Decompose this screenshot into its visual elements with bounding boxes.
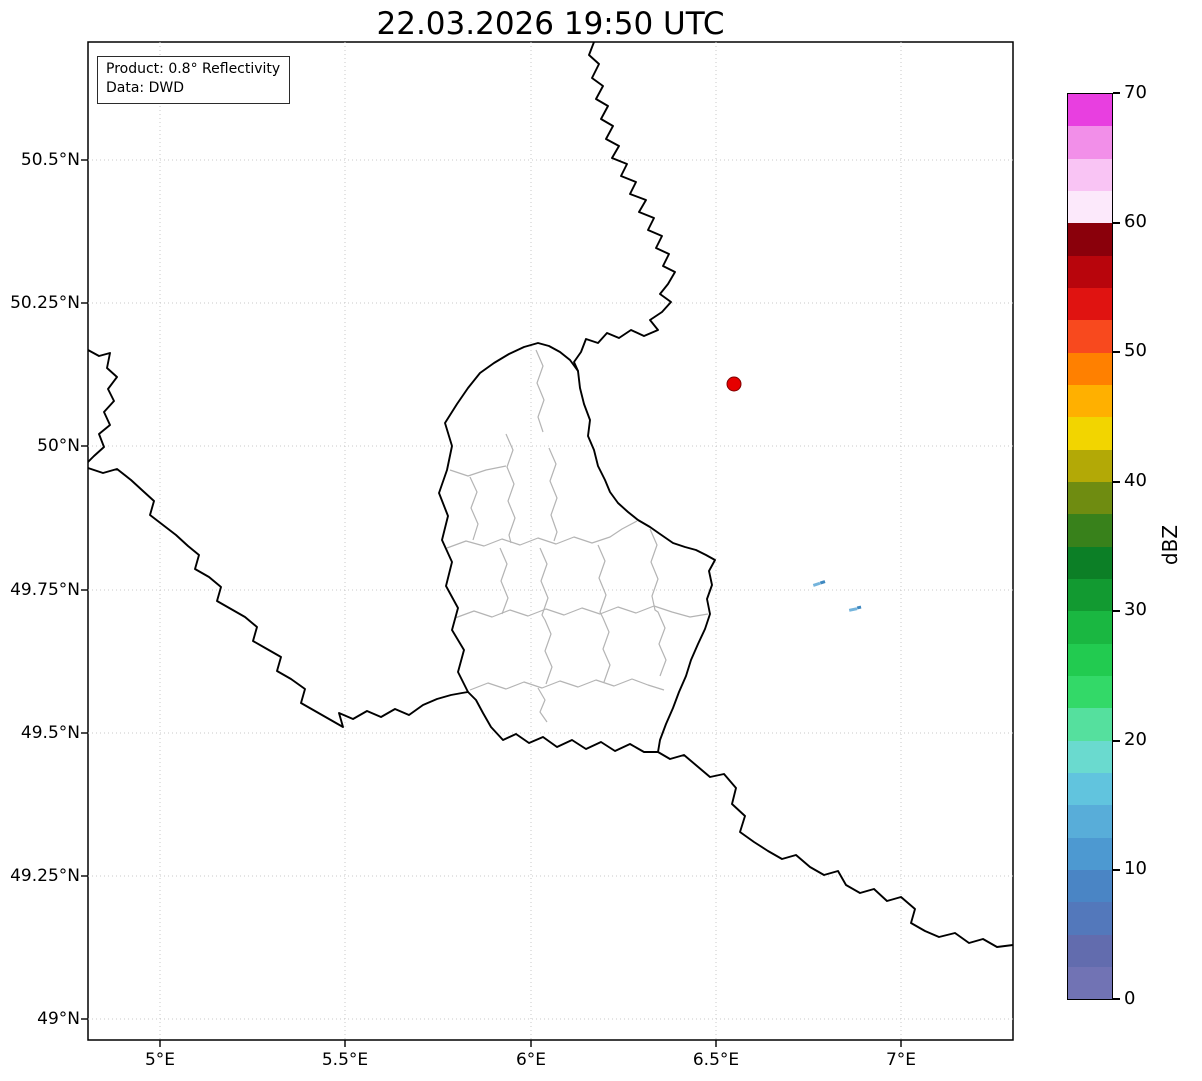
y-tick-label: 50°N: [37, 436, 80, 456]
colorbar-segment: [1068, 352, 1112, 385]
district-border-path: [539, 547, 553, 685]
colorbar-segment: [1068, 190, 1112, 224]
radar-echo-pixel: [856, 605, 862, 610]
x-tick-label: 6°E: [515, 1050, 547, 1070]
colorbar-tick-label: 60: [1124, 211, 1147, 232]
colorbar-segment: [1068, 869, 1112, 903]
colorbar-tick-mark: [1113, 869, 1120, 871]
info-box-product: Product: 0.8° Reflectivity: [106, 61, 281, 77]
colorbar-axis-label: dBZ: [1158, 524, 1182, 566]
colorbar-segment: [1068, 934, 1112, 967]
country-borders: [88, 42, 1013, 948]
colorbar-tick-mark: [1113, 92, 1120, 94]
radar-echo-pixel: [848, 607, 858, 612]
country-border-path-west-edge: [88, 349, 118, 463]
colorbar-segment: [1068, 708, 1112, 741]
colorbar-tick-mark: [1113, 998, 1120, 1000]
colorbar-segment: [1068, 481, 1112, 515]
plot-frame: [87, 41, 1014, 1041]
y-tick-label: 49.25°N: [10, 866, 80, 886]
colorbar-segment: [1068, 255, 1112, 288]
map-layers: [88, 42, 1013, 948]
district-border-path: [449, 465, 507, 477]
y-tick-label: 50.25°N: [10, 293, 80, 313]
colorbar-tick-label: 50: [1124, 340, 1147, 361]
colorbar-segment: [1068, 223, 1112, 256]
plot-title: 22.03.2026 19:50 UTC: [376, 6, 725, 42]
radar-echoes: [812, 580, 862, 612]
info-box-source: Data: DWD: [106, 80, 184, 96]
colorbar-segment: [1068, 902, 1112, 935]
country-border-path-france-germany: [657, 751, 1013, 948]
colorbar-segment: [1068, 611, 1112, 644]
colorbar-segment: [1068, 675, 1112, 709]
colorbar-segment: [1068, 126, 1112, 159]
x-tick-label: 6.5°E: [692, 1050, 740, 1070]
district-border-path: [454, 605, 709, 619]
district-borders: [446, 349, 709, 723]
colorbar-segment: [1068, 94, 1112, 127]
district-border-path: [469, 476, 479, 541]
district-border-path: [499, 547, 509, 615]
colorbar-segment: [1068, 287, 1112, 321]
radar-echo-pixel: [812, 581, 821, 587]
district-border-path: [649, 528, 667, 677]
colorbar-tick-mark: [1113, 222, 1120, 224]
colorbar-tick-label: 10: [1124, 858, 1147, 879]
colorbar-segment: [1068, 546, 1112, 579]
x-tick-label: 5°E: [144, 1050, 176, 1070]
colorbar: [1067, 93, 1113, 1000]
colorbar-tick-label: 30: [1124, 599, 1147, 620]
district-border-path: [548, 447, 558, 542]
colorbar-tick-mark: [1113, 610, 1120, 612]
colorbar-segment: [1068, 643, 1112, 676]
x-tick-label: 7°E: [885, 1050, 917, 1070]
colorbar-segment: [1068, 158, 1112, 191]
colorbar-tick-label: 0: [1124, 988, 1136, 1009]
country-border-path-luxembourg: [438, 342, 716, 753]
colorbar-segment: [1068, 320, 1112, 353]
district-border-path: [535, 349, 545, 433]
colorbar-tick-label: 70: [1124, 82, 1147, 103]
district-border-path: [505, 433, 516, 544]
colorbar-segment: [1068, 740, 1112, 773]
y-tick-label: 49.5°N: [20, 723, 80, 743]
info-box: Product: 0.8° Reflectivity Data: DWD: [97, 56, 291, 104]
district-border-path: [469, 678, 665, 691]
colorbar-segment: [1068, 449, 1112, 482]
country-border-path-france-belgium: [88, 467, 469, 728]
district-border-path: [537, 687, 548, 723]
colorbar-tick-label: 40: [1124, 470, 1147, 491]
axis-tick-marks: [81, 159, 902, 1047]
x-tick-label: 5.5°E: [321, 1050, 369, 1070]
colorbar-segment: [1068, 966, 1112, 1000]
colorbar-segment: [1068, 837, 1112, 870]
colorbar-segment: [1068, 514, 1112, 547]
country-border-path-belgium-germany: [573, 42, 676, 372]
colorbar-tick-mark: [1113, 481, 1120, 483]
colorbar-segment: [1068, 805, 1112, 838]
radar-site-marker: [726, 376, 742, 392]
colorbar-segment: [1068, 578, 1112, 612]
y-tick-label: 50.5°N: [20, 150, 80, 170]
colorbar-segment: [1068, 417, 1112, 450]
colorbar-segment: [1068, 772, 1112, 806]
district-border-path: [446, 520, 638, 549]
y-tick-label: 49.75°N: [10, 580, 80, 600]
district-border-path: [597, 544, 611, 683]
y-tick-label: 49°N: [37, 1009, 80, 1029]
colorbar-segments: [1068, 94, 1112, 1000]
colorbar-tick-mark: [1113, 740, 1120, 742]
colorbar-tick-mark: [1113, 351, 1120, 353]
colorbar-tick-label: 20: [1124, 729, 1147, 750]
colorbar-segment: [1068, 384, 1112, 418]
radar-echo-pixel: [819, 580, 826, 585]
